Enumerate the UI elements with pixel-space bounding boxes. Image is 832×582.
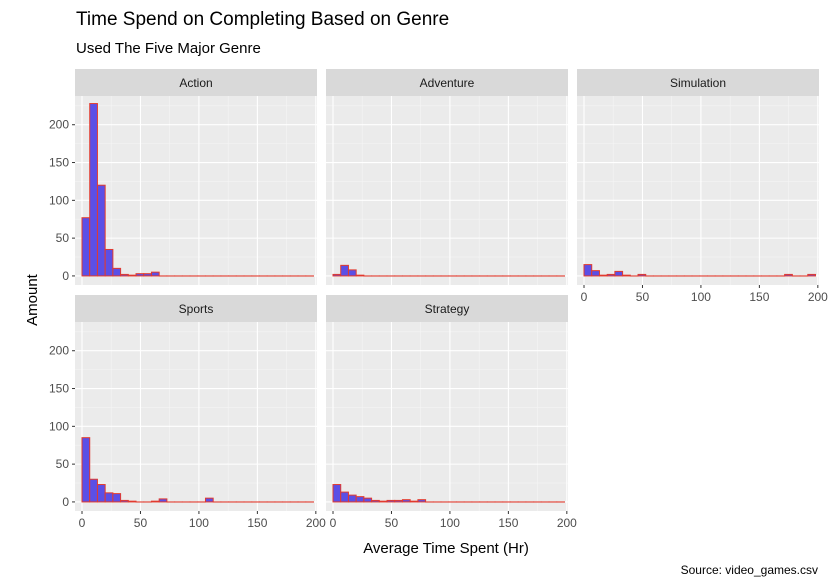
- y-axis-label: Amount: [24, 273, 41, 326]
- y-tick-label: 0: [62, 495, 69, 509]
- histogram-bar: [150, 500, 160, 503]
- histogram-bar: [143, 273, 152, 277]
- histogram-bar: [340, 264, 349, 277]
- x-tick-label: 0: [79, 516, 86, 530]
- x-tick-label: 200: [808, 290, 828, 304]
- y-tick-label: 100: [49, 193, 69, 207]
- histogram-bar: [784, 273, 793, 277]
- histogram-bar: [96, 484, 106, 503]
- y-tick-label: 0: [62, 269, 69, 283]
- panel-background: [326, 322, 568, 511]
- histogram-bar: [89, 478, 98, 503]
- y-tick-label: 150: [49, 382, 69, 396]
- x-tick-label: 200: [306, 516, 326, 530]
- histogram-bar: [371, 499, 380, 503]
- x-tick-label: 150: [247, 516, 267, 530]
- facet-strip-label: Strategy: [425, 302, 470, 316]
- chart-title: Time Spend on Completing Based on Genre: [76, 9, 450, 30]
- histogram-bar: [417, 499, 427, 503]
- facet-strip: [326, 295, 568, 322]
- histogram-bar: [81, 217, 91, 277]
- histogram-bar: [347, 494, 357, 503]
- histogram-bar: [127, 274, 137, 277]
- histogram-bar: [394, 499, 403, 503]
- y-tick-label: 150: [49, 156, 69, 170]
- histogram-bar: [158, 498, 168, 503]
- histogram-bar: [112, 267, 122, 277]
- x-tick-label: 200: [557, 516, 577, 530]
- histogram-bar: [591, 270, 600, 277]
- histogram-bar: [332, 484, 342, 503]
- histogram-bar: [120, 499, 129, 503]
- x-tick-label: 50: [134, 516, 148, 530]
- facet-strip-label: Simulation: [670, 76, 726, 90]
- x-axis-label: Average Time Spent (Hr): [363, 540, 529, 557]
- histogram-bar: [135, 273, 145, 277]
- histogram-bar: [378, 500, 388, 503]
- histogram-bar: [332, 273, 342, 277]
- histogram-bar: [340, 491, 349, 503]
- facet-strip-label: Adventure: [420, 76, 475, 90]
- x-tick-label: 100: [691, 290, 711, 304]
- histogram-bar: [204, 497, 214, 503]
- histogram-bar: [355, 274, 365, 277]
- histogram-bar: [401, 499, 411, 503]
- x-tick-label: 50: [636, 290, 650, 304]
- histogram-bar: [112, 493, 122, 503]
- histogram-bar: [363, 497, 373, 503]
- histogram-bar: [96, 184, 106, 277]
- histogram-bar: [120, 273, 129, 277]
- source-caption: Source: video_games.csv: [681, 563, 818, 577]
- histogram-bar: [355, 496, 365, 503]
- x-tick-label: 100: [440, 516, 460, 530]
- histogram-bar: [807, 273, 816, 277]
- x-tick-label: 0: [330, 516, 337, 530]
- panel-background: [326, 96, 568, 285]
- y-tick-label: 200: [49, 344, 69, 358]
- facet-strip: [326, 69, 568, 96]
- facet-panel-action: Action 0 50 100 150 200: [49, 69, 317, 285]
- histogram-bar: [606, 273, 616, 277]
- histogram-bar: [583, 264, 593, 277]
- y-tick-label: 50: [56, 457, 70, 471]
- facet-strip-label: Sports: [179, 302, 214, 316]
- x-tick-label: 0: [581, 290, 588, 304]
- x-tick-label: 50: [385, 516, 399, 530]
- histogram-bar: [614, 270, 624, 277]
- x-tick-label: 150: [749, 290, 769, 304]
- facet-strip-label: Action: [179, 76, 212, 90]
- histogram-bar: [598, 274, 608, 277]
- facet-panel-strategy: Strategy 0 50 100 150 200: [326, 295, 577, 530]
- x-tick-label: 100: [189, 516, 209, 530]
- y-tick-label: 200: [49, 118, 69, 132]
- histogram-bar: [347, 269, 357, 277]
- histogram-bar: [637, 273, 647, 277]
- facet-panel-adventure: Adventure: [326, 69, 568, 285]
- histogram-bar: [104, 492, 114, 503]
- facet-strip: [577, 69, 819, 96]
- histogram-bar: [89, 103, 98, 277]
- histogram-bar: [622, 274, 631, 277]
- histogram-bar: [81, 437, 91, 503]
- x-tick-label: 150: [498, 516, 518, 530]
- panel-background: [75, 322, 317, 511]
- facet-strip: [75, 295, 317, 322]
- histogram-bar: [104, 248, 114, 277]
- facet-panel-simulation: Simulation 0 50 100 150 200: [577, 69, 828, 304]
- histogram-bar: [409, 500, 419, 503]
- facet-strip: [75, 69, 317, 96]
- y-tick-label: 100: [49, 419, 69, 433]
- panel-background: [577, 96, 819, 285]
- chart-subtitle: Used The Five Major Genre: [76, 40, 261, 57]
- y-tick-label: 50: [56, 231, 70, 245]
- histogram-bar: [150, 271, 160, 277]
- facet-panel-sports: Sports 0 50 100 150 200 0 50 100 150 200: [49, 295, 326, 530]
- histogram-bar: [127, 500, 137, 503]
- histogram-bar: [386, 499, 396, 503]
- panel-background: [75, 96, 317, 285]
